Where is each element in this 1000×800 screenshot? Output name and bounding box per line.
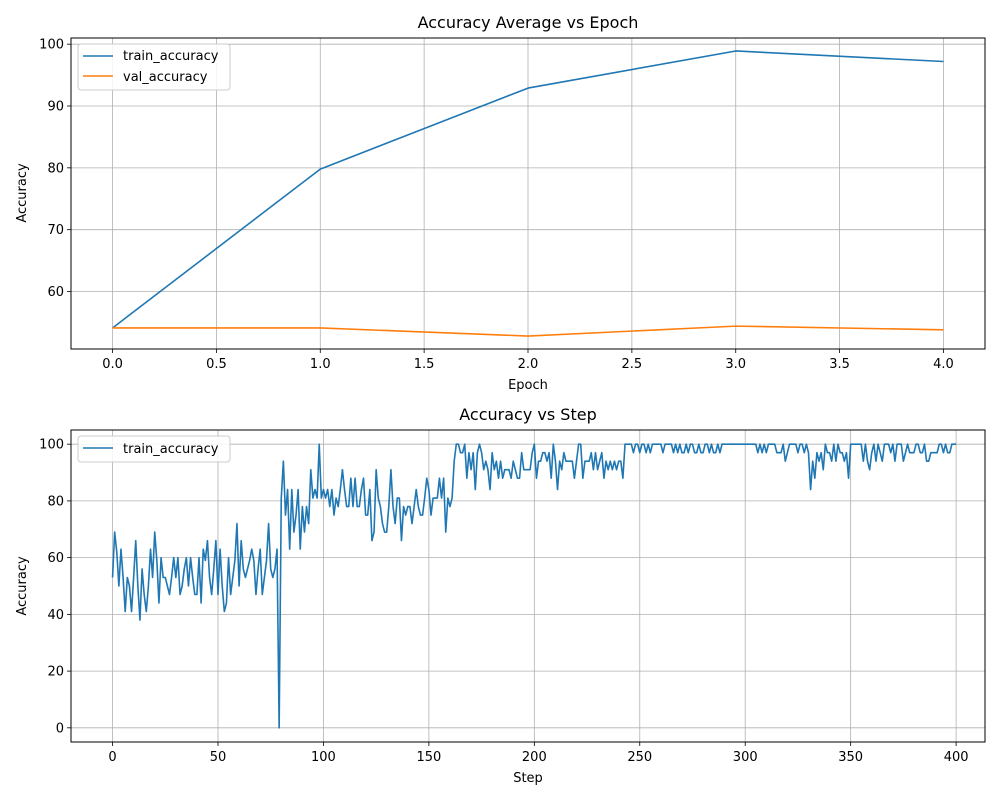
epoch-chart-y-label: Accuracy	[15, 163, 30, 223]
x-tick-label: 0.5	[206, 357, 227, 372]
y-tick-label: 100	[39, 438, 64, 453]
epoch-chart-legend: train_accuracy val_accuracy	[77, 43, 231, 91]
x-tick-label: 150	[416, 750, 441, 765]
series-line-val-accuracy	[112, 325, 944, 337]
x-tick-label: 50	[210, 750, 227, 765]
x-tick-label: 2.5	[622, 357, 643, 372]
x-tick-label: 100	[311, 750, 336, 765]
epoch-chart-x-ticks: 0.0 0.5 1.0 1.5 2.0 2.5 3.0 3.5 4.0	[102, 349, 954, 372]
step-chart-y-ticks: 0 20 40 60 80 100	[39, 438, 71, 736]
x-tick-label: 350	[838, 750, 863, 765]
y-tick-label: 90	[47, 100, 64, 115]
epoch-chart-legend-box	[77, 43, 231, 91]
step-chart-series	[111, 443, 957, 729]
y-tick-label: 80	[47, 161, 64, 176]
y-tick-label: 40	[47, 608, 64, 623]
x-tick-label: 3.0	[725, 357, 746, 372]
y-tick-label: 20	[47, 665, 64, 680]
step-chart-x-ticks: 0 50 100 150 200 250 300 350 400	[108, 742, 969, 765]
y-tick-label: 70	[47, 223, 64, 238]
epoch-chart-y-ticks: 60 70 80 90 100	[39, 38, 71, 300]
y-tick-label: 60	[47, 551, 64, 566]
x-tick-label: 400	[944, 750, 969, 765]
step-chart-axes-frame	[70, 429, 986, 743]
legend-label-val-accuracy: val_accuracy	[123, 70, 208, 85]
x-tick-label: 1.0	[310, 357, 331, 372]
y-tick-label: 60	[47, 285, 64, 300]
epoch-chart-title: Accuracy Average vs Epoch	[418, 13, 639, 32]
x-tick-label: 3.5	[829, 357, 850, 372]
x-tick-label: 250	[627, 750, 652, 765]
series-line-train-accuracy	[112, 50, 944, 329]
step-chart: 0 50 100 150 200 250 300 350 400 0 20 40 60 80 100 Ac…	[15, 405, 986, 786]
legend-label-train-accuracy: train_accuracy	[123, 442, 219, 457]
epoch-chart: 0.0 0.5 1.0 1.5 2.0 2.5 3.0 3.5 4.0 60708090100 …	[15, 13, 986, 393]
y-tick-label: 0	[56, 721, 64, 736]
x-tick-label: 200	[522, 750, 547, 765]
series-line-train-accuracy	[111, 443, 957, 729]
step-chart-title: Accuracy vs Step	[459, 405, 596, 424]
step-chart-legend: train_accuracy	[77, 435, 231, 463]
step-chart-legend-box	[77, 435, 231, 463]
epoch-chart-series	[112, 50, 944, 337]
x-tick-label: 0	[108, 750, 116, 765]
x-tick-label: 0.0	[102, 357, 123, 372]
step-chart-y-label: Accuracy	[15, 556, 30, 616]
legend-label-train-accuracy: train_accuracy	[123, 49, 219, 64]
x-tick-label: 2.0	[518, 357, 539, 372]
step-chart-x-label: Step	[513, 771, 543, 786]
x-tick-label: 300	[733, 750, 758, 765]
step-chart-grid	[71, 430, 985, 742]
y-tick-label: 100	[39, 38, 64, 53]
x-tick-label: 4.0	[933, 357, 954, 372]
y-tick-label: 80	[47, 494, 64, 509]
epoch-chart-x-label: Epoch	[508, 378, 548, 393]
x-tick-label: 1.5	[414, 357, 435, 372]
